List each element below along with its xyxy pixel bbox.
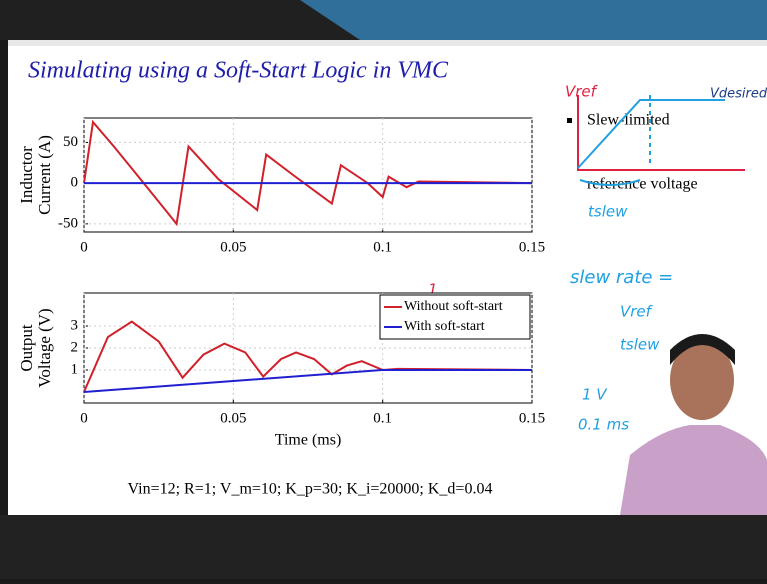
y-tick-label: -50	[58, 215, 78, 231]
plot-area	[84, 118, 532, 232]
y-axis-label: Inductor	[17, 146, 36, 204]
slide: Simulating using a Soft-Start Logic in V…	[0, 0, 767, 579]
slide-title: Simulating using a Soft-Start Logic in V…	[28, 58, 449, 84]
y-axis-label: Current (A)	[35, 135, 54, 215]
x-axis-label: Time (ms)	[275, 432, 342, 449]
note: tslew	[588, 203, 628, 221]
y-tick-label: 0	[71, 175, 79, 191]
note: Vdesired	[710, 87, 767, 102]
note: slew rate =	[570, 267, 673, 288]
x-tick-label: 0	[80, 239, 88, 255]
x-tick-label: 0.1	[373, 410, 392, 426]
y-tick-label: 3	[71, 317, 79, 333]
bottom-band	[0, 515, 767, 579]
x-tick-label: 0.15	[519, 239, 545, 255]
page: Simulating using a Soft-Start Logic in V…	[0, 0, 767, 579]
legend-label: Without soft-start	[404, 299, 503, 314]
y-tick-label: 2	[71, 339, 79, 355]
y-axis-label: Voltage (V)	[35, 308, 54, 387]
note: tslew	[620, 336, 660, 354]
slide-edge	[8, 40, 767, 46]
x-tick-label: 0.1	[373, 239, 392, 255]
y-tick-label: 50	[63, 134, 78, 150]
bullet-mark	[567, 118, 572, 123]
x-tick-label: 0.05	[220, 239, 246, 255]
note: 0.1 ms	[578, 416, 629, 434]
note: 1 V	[582, 386, 608, 404]
x-tick-label: 0.05	[220, 410, 246, 426]
x-tick-label: 0.15	[519, 410, 545, 426]
y-axis-label: Output	[17, 324, 36, 372]
legend-label: With soft-start	[404, 319, 485, 334]
note: Vref	[565, 83, 599, 101]
top-stripe	[300, 0, 767, 40]
note: Vref	[620, 303, 654, 321]
y-tick-label: 1	[71, 361, 79, 377]
parameters: Vin=12; R=1; V_m=10; K_p=30; K_i=20000; …	[128, 481, 493, 498]
x-tick-label: 0	[80, 410, 88, 426]
